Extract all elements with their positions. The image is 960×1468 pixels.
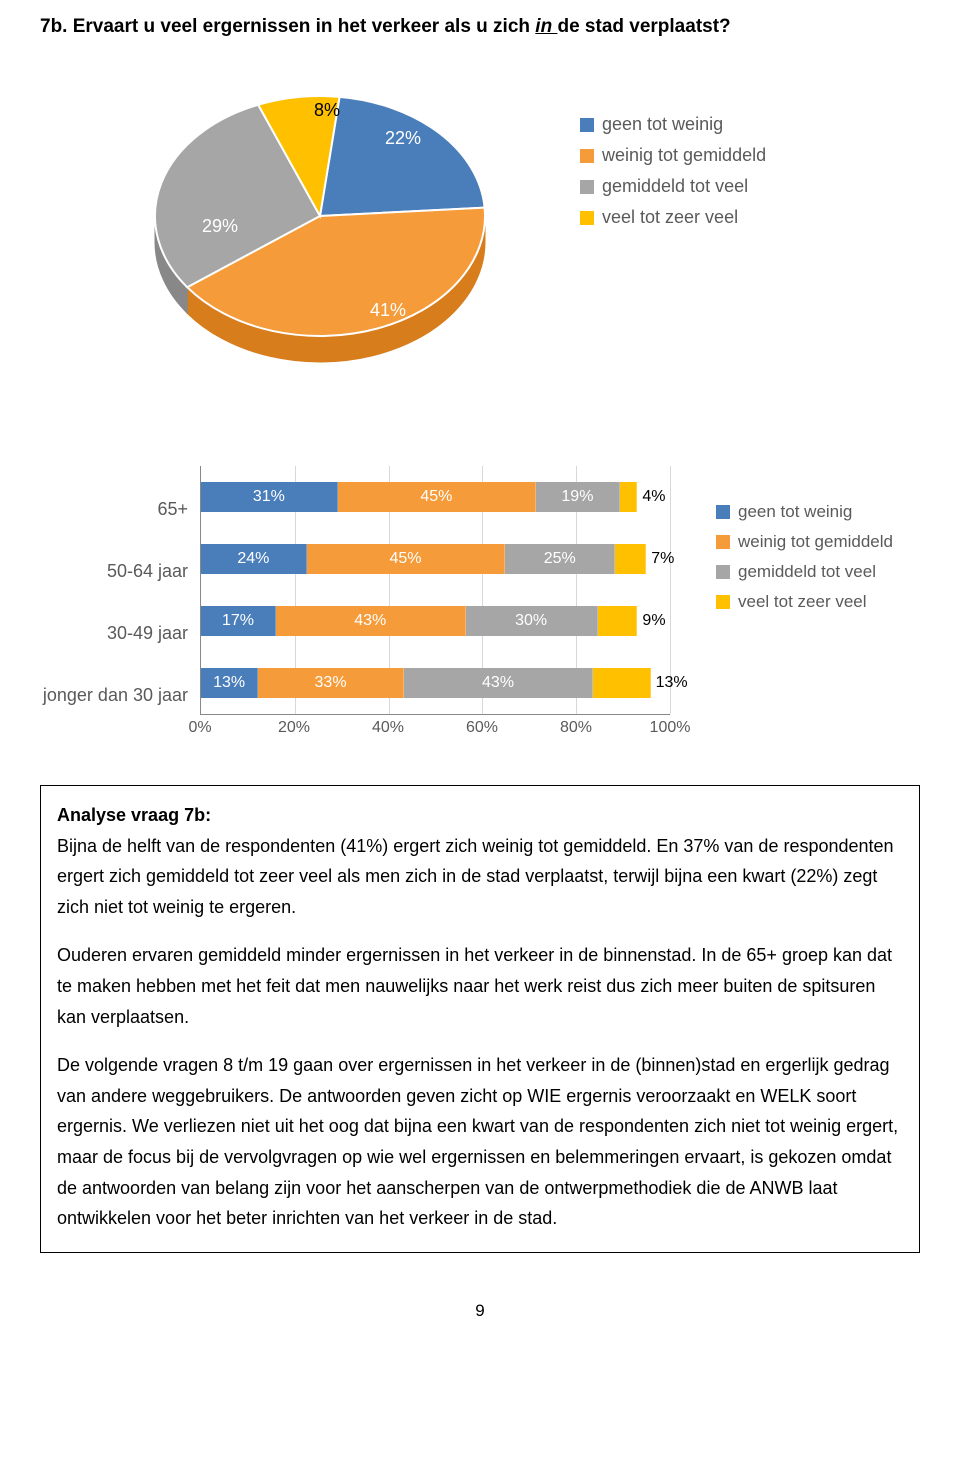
bar-segment: 17% xyxy=(201,606,276,636)
bar-legend: geen tot weinig weinig tot gemiddeld gemid… xyxy=(716,466,893,622)
legend-item: veel tot zeer veel xyxy=(580,207,766,228)
analysis-p1: Bijna de helft van de respondenten (41%)… xyxy=(57,836,894,917)
x-axis-tick: 0% xyxy=(188,719,211,737)
pie-slice-label: 8% xyxy=(314,100,340,121)
x-axis-tick: 20% xyxy=(278,719,310,737)
analysis-box: Analyse vraag 7b: Bijna de helft van de … xyxy=(40,785,920,1253)
bar-segment-label: 9% xyxy=(642,612,665,630)
analysis-lead: Analyse vraag 7b: xyxy=(57,805,211,825)
legend-swatch xyxy=(716,595,730,609)
legend-swatch xyxy=(716,565,730,579)
legend-label: gemiddeld tot veel xyxy=(738,562,876,582)
bar-segment: 30% xyxy=(466,606,598,636)
bar-category-label: 50-64 jaar xyxy=(40,540,200,602)
bar-segment: 45% xyxy=(307,544,505,574)
analysis-p3: De volgende vragen 8 t/m 19 gaan over er… xyxy=(57,1050,903,1234)
legend-item: veel tot zeer veel xyxy=(716,592,893,612)
legend-label: geen tot weinig xyxy=(602,114,723,135)
stacked-bar-chart: 65+50-64 jaar30-49 jaarjonger dan 30 jaa… xyxy=(40,466,920,741)
bar-segment: 43% xyxy=(404,668,594,698)
bar-x-axis: 0%20%40%60%80%100% xyxy=(200,715,670,741)
q-suffix: de stad verplaatst? xyxy=(557,16,730,37)
bar-row: 17%43%30%9% xyxy=(201,590,670,652)
x-axis-tick: 100% xyxy=(650,719,691,737)
x-axis-tick: 40% xyxy=(372,719,404,737)
bar-category-label: jonger dan 30 jaar xyxy=(40,664,200,726)
bar-row: 24%45%25%7% xyxy=(201,528,670,590)
bar-segment: 7% xyxy=(615,544,646,574)
legend-label: veel tot zeer veel xyxy=(738,592,867,612)
bar-segment: 43% xyxy=(276,606,466,636)
legend-swatch xyxy=(580,211,594,225)
bar-segment-label: 13% xyxy=(656,674,688,692)
bar-row: 31%45%19%4% xyxy=(201,466,670,528)
q-underline: in xyxy=(535,16,557,37)
legend-item: weinig tot gemiddeld xyxy=(716,532,893,552)
legend-label: veel tot zeer veel xyxy=(602,207,738,228)
bar-segment: 24% xyxy=(201,544,307,574)
bar-segment: 13% xyxy=(201,668,258,698)
bar-segment: 13% xyxy=(593,668,650,698)
legend-swatch xyxy=(716,535,730,549)
bar-row: 13%33%43%13% xyxy=(201,652,670,714)
bar-segment: 31% xyxy=(201,482,338,512)
bar-segment-label: 7% xyxy=(651,550,674,568)
legend-swatch xyxy=(580,180,594,194)
legend-item: gemiddeld tot veel xyxy=(716,562,893,582)
pie-chart: 22% 41% 29% 8% xyxy=(140,66,500,391)
legend-label: weinig tot gemiddeld xyxy=(738,532,893,552)
bar-category-label: 65+ xyxy=(40,478,200,540)
legend-swatch xyxy=(580,149,594,163)
bar-plot-area: 31%45%19%4%24%45%25%7%17%43%30%9%13%33%4… xyxy=(200,466,670,715)
bar-segment: 9% xyxy=(598,606,638,636)
bar-category-labels: 65+50-64 jaar30-49 jaarjonger dan 30 jaa… xyxy=(40,466,200,726)
legend-item: geen tot weinig xyxy=(580,114,766,135)
legend-swatch xyxy=(716,505,730,519)
bar-segment-label: 4% xyxy=(642,488,665,506)
pie-slice-label: 22% xyxy=(385,128,421,149)
page-number: 9 xyxy=(40,1301,920,1321)
pie-legend: geen tot weinig weinig tot gemiddeld gemid… xyxy=(580,114,766,238)
pie-chart-zone: 22% 41% 29% 8% geen tot weinig weinig tot ge… xyxy=(40,66,920,406)
pie-slice-label: 29% xyxy=(202,216,238,237)
q-prefix: 7b. Ervaart u veel ergernissen in het ve… xyxy=(40,16,535,37)
legend-item: geen tot weinig xyxy=(716,502,893,522)
pie-slice-label: 41% xyxy=(370,300,406,321)
bar-segment: 33% xyxy=(258,668,403,698)
analysis-p2: Ouderen ervaren gemiddeld minder ergerni… xyxy=(57,940,903,1032)
bar-category-label: 30-49 jaar xyxy=(40,602,200,664)
legend-label: gemiddeld tot veel xyxy=(602,176,748,197)
x-axis-tick: 60% xyxy=(466,719,498,737)
bar-segment: 45% xyxy=(338,482,536,512)
legend-item: gemiddeld tot veel xyxy=(580,176,766,197)
bar-segment: 25% xyxy=(505,544,615,574)
question-title: 7b. Ervaart u veel ergernissen in het ve… xyxy=(40,16,920,38)
legend-item: weinig tot gemiddeld xyxy=(580,145,766,166)
legend-swatch xyxy=(580,118,594,132)
bar-segment: 19% xyxy=(536,482,620,512)
legend-label: weinig tot gemiddeld xyxy=(602,145,766,166)
legend-label: geen tot weinig xyxy=(738,502,852,522)
bar-segment: 4% xyxy=(620,482,638,512)
x-axis-tick: 80% xyxy=(560,719,592,737)
